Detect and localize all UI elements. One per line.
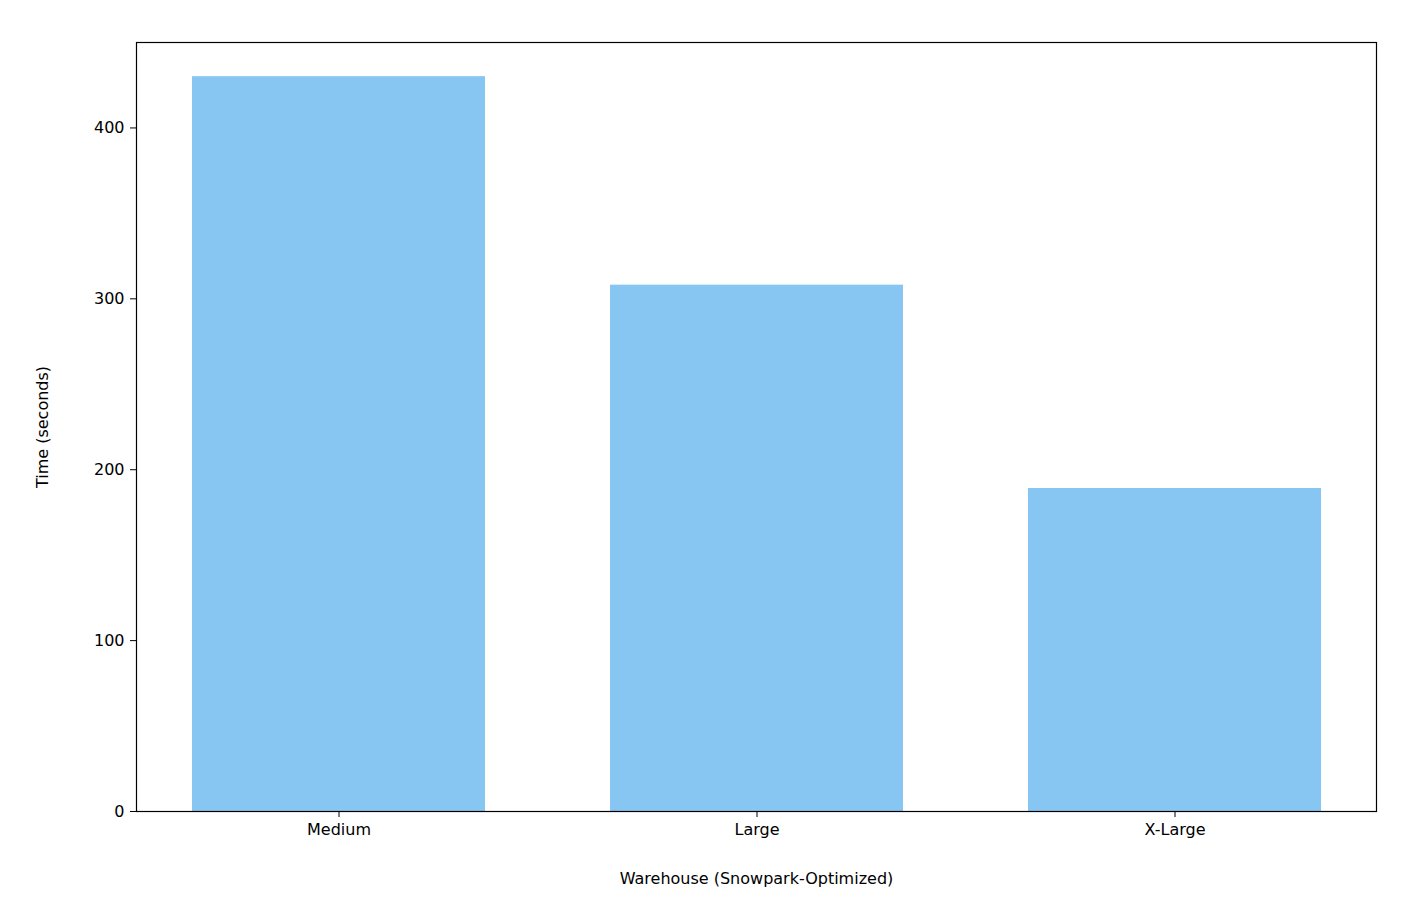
- svg-text:Large: Large: [734, 820, 779, 839]
- svg-text:X-Large: X-Large: [1145, 820, 1206, 839]
- svg-text:Time (seconds): Time (seconds): [33, 366, 52, 489]
- svg-text:100: 100: [94, 631, 125, 650]
- svg-text:200: 200: [94, 460, 125, 479]
- svg-text:0: 0: [114, 802, 124, 821]
- svg-text:Medium: Medium: [307, 820, 371, 839]
- svg-text:Warehouse (Snowpark-Optimized): Warehouse (Snowpark-Optimized): [620, 869, 894, 888]
- svg-text:300: 300: [94, 289, 125, 308]
- svg-text:400: 400: [94, 118, 125, 137]
